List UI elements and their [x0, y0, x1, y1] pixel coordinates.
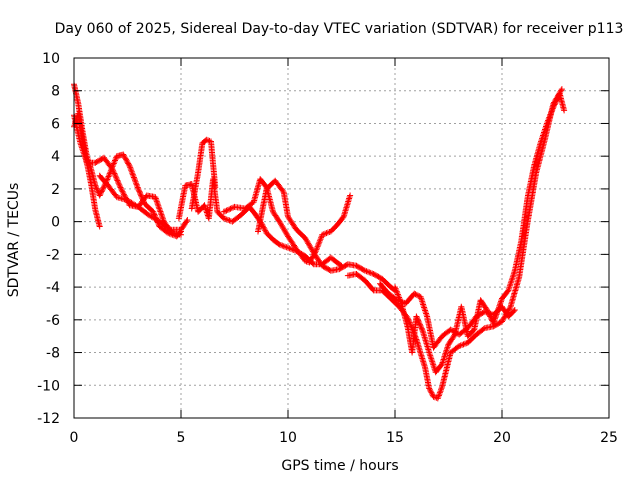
- x-tick-label: 25: [600, 430, 618, 446]
- y-tick-label: 10: [42, 51, 60, 67]
- y-tick-label: 4: [51, 149, 60, 165]
- y-tick-label: -10: [37, 378, 60, 394]
- y-tick-label: 6: [51, 116, 60, 132]
- y-tick-label: -8: [46, 346, 60, 362]
- x-axis-label: GPS time / hours: [281, 458, 398, 474]
- chart-title: Day 060 of 2025, Sidereal Day-to-day VTE…: [55, 21, 624, 37]
- y-tick-label: -2: [46, 247, 60, 263]
- series-markers-trace-i: [344, 86, 565, 402]
- y-axis-label: SDTVAR / TECUs: [6, 183, 22, 298]
- y-tick-label: 2: [51, 182, 60, 198]
- axis-ticks: 0 5 10 15 20 25 -12 -10 -8 -6 -4 -2 0 2 4 6 8 10: [37, 51, 618, 446]
- y-tick-label: -4: [46, 280, 60, 296]
- x-tick-label: 20: [493, 430, 511, 446]
- x-tick-label: 10: [279, 430, 297, 446]
- x-tick-label: 5: [177, 430, 186, 446]
- y-tick-label: 0: [51, 215, 60, 231]
- data-points: [71, 81, 568, 402]
- x-tick-label: 15: [386, 430, 404, 446]
- series-markers-trace-j: [392, 91, 568, 376]
- series-markers-trace-d: [96, 172, 191, 233]
- y-tick-label: 8: [51, 84, 60, 100]
- grid-lines: [74, 58, 609, 418]
- plot-frame: [73, 57, 610, 419]
- y-tick-label: -6: [46, 313, 60, 329]
- series-markers-trace-h: [255, 177, 398, 294]
- series-markers-trace-g: [220, 176, 354, 266]
- y-tick-label: -12: [37, 411, 60, 427]
- series-markers-trace-e: [175, 176, 345, 269]
- series-markers-trace-c: [71, 110, 103, 230]
- series-markers-trace-k: [377, 280, 518, 351]
- x-tick-label: 0: [70, 430, 79, 446]
- series-markers-trace-f: [188, 136, 219, 212]
